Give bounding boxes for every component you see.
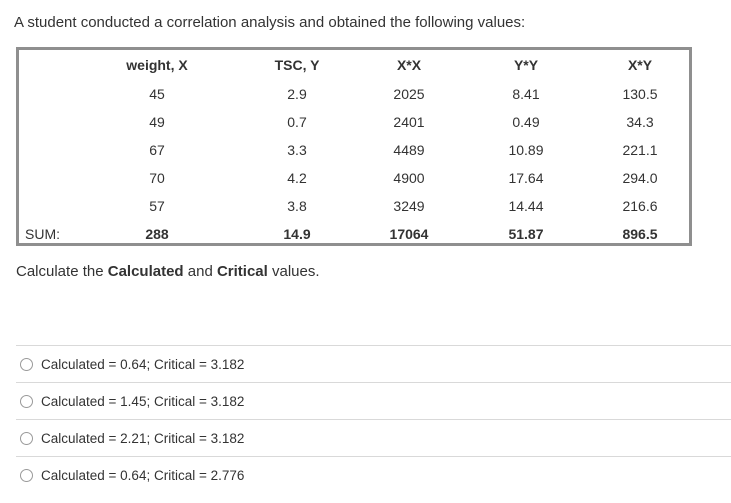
radio-button-icon[interactable]	[20, 431, 33, 445]
table-cell: 17.64	[508, 170, 544, 186]
answer-option-3[interactable]: Calculated = 2.21; Critical = 3.182	[16, 419, 731, 456]
table-cell	[19, 108, 71, 136]
table-row: 45 2.9 2025 8.41 130.5	[19, 80, 695, 108]
header-cell: weight, X	[126, 57, 188, 73]
data-table: weight, X TSC, Y X*X Y*Y X*Y 45 2.9 2025…	[16, 47, 692, 246]
sum-cell: 17064	[389, 226, 429, 242]
table-header-row: weight, X TSC, Y X*X Y*Y X*Y	[19, 50, 695, 80]
instruction-mid: and	[183, 263, 217, 280]
table-cell: 2401	[393, 114, 425, 130]
radio-button-icon[interactable]	[20, 394, 33, 408]
table-cell: 221.1	[622, 142, 658, 158]
answer-option-4[interactable]: Calculated = 0.64; Critical = 2.776	[16, 456, 731, 493]
table-cell	[19, 192, 71, 220]
table-row: 49 0.7 2401 0.49 34.3	[19, 108, 695, 136]
instruction-bold-critical: Critical	[216, 263, 268, 280]
sum-cell: 51.87	[508, 226, 544, 242]
table-cell	[19, 164, 71, 192]
header-cell: Y*Y	[513, 57, 539, 73]
table-cell: 4489	[393, 142, 425, 158]
table-cell: 3.3	[287, 142, 307, 158]
sum-cell: 288	[145, 226, 169, 242]
table-cell: 49	[149, 114, 165, 130]
instruction-text: Calculate the Calculated and Critical va…	[16, 263, 320, 280]
table-cell: 294.0	[622, 170, 658, 186]
answer-options: Calculated = 0.64; Critical = 3.182 Calc…	[16, 345, 731, 493]
table-cell: 70	[149, 170, 165, 186]
radio-button-icon[interactable]	[20, 357, 33, 371]
table-cell: 34.3	[626, 114, 654, 130]
answer-option-label: Calculated = 2.21; Critical = 3.182	[41, 430, 245, 446]
instruction-pre: Calculate the	[16, 263, 108, 280]
sum-cell: 896.5	[622, 226, 658, 242]
table-cell: 0.49	[512, 114, 540, 130]
table-cell: 10.89	[508, 142, 544, 158]
sum-label: SUM:	[25, 226, 60, 242]
table-cell: 8.41	[512, 86, 540, 102]
answer-option-1[interactable]: Calculated = 0.64; Critical = 3.182	[16, 345, 731, 382]
table-cell	[19, 80, 71, 108]
radio-button-icon[interactable]	[20, 468, 33, 482]
header-cell: X*Y	[627, 57, 653, 73]
table-cell: 45	[149, 86, 165, 102]
question-text: A student conducted a correlation analys…	[14, 14, 526, 31]
table-cell: 0.7	[287, 114, 307, 130]
header-cell: X*X	[396, 57, 422, 73]
table-row: 70 4.2 4900 17.64 294.0	[19, 164, 695, 192]
sum-row: SUM: 288 14.9 17064 51.87 896.5	[19, 220, 695, 248]
answer-option-label: Calculated = 1.45; Critical = 3.182	[41, 393, 245, 409]
table-cell: 130.5	[622, 86, 658, 102]
table-cell: 14.44	[508, 198, 544, 214]
table-cell: 3249	[393, 198, 425, 214]
answer-option-label: Calculated = 0.64; Critical = 3.182	[41, 356, 245, 372]
answer-option-2[interactable]: Calculated = 1.45; Critical = 3.182	[16, 382, 731, 419]
table-cell: 67	[149, 142, 165, 158]
sum-cell: 14.9	[283, 226, 311, 242]
answer-option-label: Calculated = 0.64; Critical = 2.776	[41, 467, 245, 483]
table-cell	[19, 136, 71, 164]
table-row: 57 3.8 3249 14.44 216.6	[19, 192, 695, 220]
table-row: 67 3.3 4489 10.89 221.1	[19, 136, 695, 164]
table-cell: 4900	[393, 170, 425, 186]
instruction-bold-calculated: Calculated	[107, 263, 184, 280]
table-cell: 3.8	[287, 198, 307, 214]
header-cell: TSC, Y	[274, 57, 320, 73]
table-cell: 216.6	[622, 198, 658, 214]
table-cell: 2025	[393, 86, 425, 102]
instruction-post: values.	[267, 263, 320, 280]
table-cell: 4.2	[287, 170, 307, 186]
header-cell	[19, 50, 71, 80]
table-cell: 2.9	[287, 86, 307, 102]
table-cell: 57	[149, 198, 165, 214]
